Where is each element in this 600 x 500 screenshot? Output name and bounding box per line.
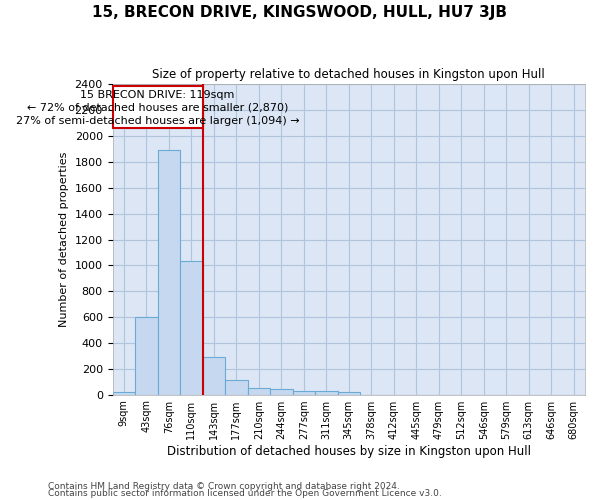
Text: ← 72% of detached houses are smaller (2,870): ← 72% of detached houses are smaller (2,…: [27, 102, 288, 112]
Bar: [225, 380, 248, 394]
Bar: [203, 357, 225, 395]
Bar: [113, 392, 135, 394]
Text: 15 BRECON DRIVE: 119sqm: 15 BRECON DRIVE: 119sqm: [80, 90, 235, 101]
Bar: [293, 390, 315, 394]
Text: 15, BRECON DRIVE, KINGSWOOD, HULL, HU7 3JB: 15, BRECON DRIVE, KINGSWOOD, HULL, HU7 3…: [92, 5, 508, 20]
Y-axis label: Number of detached properties: Number of detached properties: [59, 152, 69, 327]
Bar: [158, 150, 180, 394]
Bar: [248, 388, 270, 394]
Title: Size of property relative to detached houses in Kingston upon Hull: Size of property relative to detached ho…: [152, 68, 545, 80]
Bar: [338, 392, 360, 394]
X-axis label: Distribution of detached houses by size in Kingston upon Hull: Distribution of detached houses by size …: [167, 444, 531, 458]
FancyBboxPatch shape: [113, 86, 203, 128]
Bar: [180, 262, 203, 394]
Bar: [270, 390, 293, 394]
Text: Contains HM Land Registry data © Crown copyright and database right 2024.: Contains HM Land Registry data © Crown c…: [48, 482, 400, 491]
Bar: [135, 317, 158, 394]
Bar: [315, 392, 338, 394]
Text: 27% of semi-detached houses are larger (1,094) →: 27% of semi-detached houses are larger (…: [16, 116, 299, 126]
Text: Contains public sector information licensed under the Open Government Licence v3: Contains public sector information licen…: [48, 490, 442, 498]
